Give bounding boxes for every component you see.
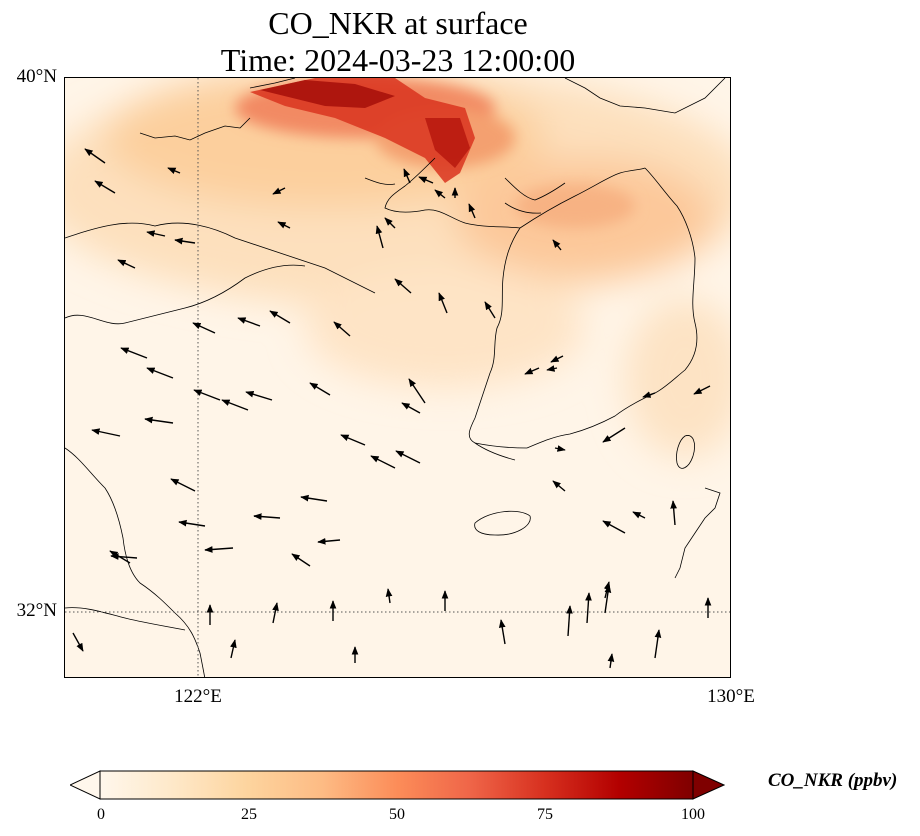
colorbar-tick-25: 25: [241, 806, 257, 823]
lon-label-130e: 130°E: [707, 686, 755, 707]
colorbar-extend-min: [68, 770, 101, 800]
map-panel: [64, 77, 731, 678]
wind-arrow: [642, 391, 656, 398]
wind-arrow: [418, 176, 434, 184]
colorbar-extend-max: [692, 770, 726, 800]
wind-arrow: [245, 391, 273, 401]
wind-arrow: [385, 588, 393, 604]
wind-arrow: [170, 478, 196, 492]
wind-arrow: [524, 367, 540, 375]
wind-arrow: [269, 310, 291, 324]
colorbar-gradient: [99, 770, 694, 800]
map-canvas: [65, 78, 730, 677]
wind-arrow: [546, 365, 558, 372]
lon-label-122e: 122°E: [174, 686, 222, 707]
colorbar: [68, 770, 726, 800]
wind-arrow: [434, 189, 446, 199]
wind-arrow: [602, 427, 626, 443]
wind-arrow: [91, 428, 121, 437]
wind-arrow: [272, 187, 286, 195]
wind-arrow: [309, 382, 331, 396]
colorbar-label: CO_NKR (ppbv): [768, 770, 898, 791]
wind-arrow: [394, 278, 412, 294]
wind-arrow: [554, 445, 566, 452]
wind-arrow: [272, 602, 279, 624]
wind-arrow: [375, 225, 384, 249]
wind-arrow: [230, 639, 237, 659]
wind-arrow: [401, 402, 421, 414]
colorbar-tick-75: 75: [537, 806, 553, 823]
wind-arrow: [317, 537, 341, 545]
lat-lon-gridlines: [65, 78, 730, 677]
wind-arrow: [340, 434, 366, 446]
wind-arrow: [109, 550, 131, 564]
lat-label-32n: 32°N: [16, 600, 57, 621]
wind-arrow: [585, 592, 592, 624]
wind-arrow: [550, 355, 564, 363]
wind-arrow: [94, 180, 116, 194]
wind-vectors: [72, 148, 712, 669]
wind-arrow: [468, 203, 476, 219]
colorbar-svg: [68, 770, 726, 800]
wind-arrow: [192, 322, 216, 334]
wind-arrow: [221, 399, 249, 411]
wind-arrow: [408, 378, 426, 404]
wind-arrow: [146, 367, 174, 379]
concentration-field: [65, 78, 730, 677]
wind-arrow: [693, 385, 711, 395]
wind-arrow: [117, 259, 136, 269]
colorbar-tick-100: 100: [681, 806, 705, 823]
wind-arrow: [120, 347, 148, 359]
wind-arrow: [144, 416, 174, 424]
wind-arrow: [84, 148, 106, 164]
wind-arrow: [602, 520, 626, 534]
wind-arrow: [670, 500, 677, 526]
wind-arrow: [333, 321, 351, 337]
wind-arrow: [178, 519, 206, 527]
figure-title-line2: Time: 2024-03-23 12:00:00: [220, 42, 576, 78]
wind-arrow: [193, 389, 221, 401]
wind-arrow: [72, 632, 84, 652]
wind-arrow: [603, 581, 611, 599]
wind-arrow: [607, 653, 615, 669]
wind-arrow: [438, 292, 448, 314]
coastlines: [65, 78, 726, 677]
figure-title-line1: CO_NKR at surface: [268, 5, 528, 41]
wind-arrow: [552, 480, 566, 492]
wind-arrow: [403, 168, 411, 184]
wind-arrow: [253, 513, 281, 520]
wind-arrow: [370, 455, 396, 469]
wind-arrow: [552, 239, 562, 251]
lat-label-40n: 40°N: [16, 66, 57, 87]
wind-arrow: [291, 553, 311, 567]
wind-arrow: [395, 450, 421, 464]
wind-arrow: [566, 605, 573, 637]
wind-arrow: [632, 511, 646, 519]
wind-arrow: [300, 494, 328, 502]
wind-arrow: [484, 301, 496, 319]
wind-arrow: [498, 619, 506, 645]
colorbar-tick-0: 0: [97, 806, 105, 823]
wind-arrow: [384, 217, 396, 229]
wind-arrow: [237, 317, 261, 327]
wind-arrow: [654, 629, 662, 659]
wind-arrow: [204, 546, 234, 553]
wind-arrow: [146, 230, 166, 237]
wind-arrow: [174, 237, 196, 245]
wind-arrow: [277, 221, 291, 229]
colorbar-tick-50: 50: [389, 806, 405, 823]
wind-arrow: [167, 167, 181, 175]
